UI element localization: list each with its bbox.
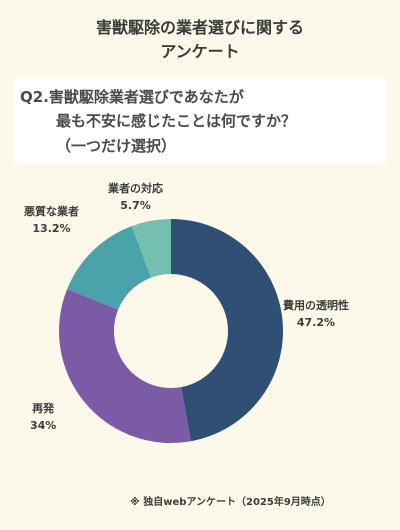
label-bad-contractors-name: 悪質な業者 (24, 205, 79, 218)
label-recurrence-value: 34% (30, 419, 57, 432)
label-contractor-response: 業者の対応 5.7% (108, 180, 163, 214)
label-bad-contractors: 悪質な業者 13.2% (24, 203, 79, 237)
label-contractor-response-value: 5.7% (120, 199, 151, 212)
question-line-2: 最も不安に感じたことは何ですか？ (56, 112, 297, 130)
label-cost-transparency-value: 47.2% (296, 316, 336, 329)
label-recurrence-name: 再発 (32, 402, 55, 415)
chart-title: 害獣駆除の業者選びに関する アンケート (0, 16, 400, 64)
label-cost-transparency: 費用の透明性 47.2% (283, 297, 349, 331)
slice-recurrence (59, 288, 191, 443)
title-line-1: 害獣駆除の業者選びに関する (95, 18, 304, 37)
label-cost-transparency-name: 費用の透明性 (283, 299, 349, 312)
question-line-1: Q2.害獣駆除業者選びであなたが (20, 88, 244, 106)
slice-bad-contractors (67, 226, 152, 310)
title-line-2: アンケート (160, 42, 240, 61)
label-recurrence: 再発 34% (30, 400, 56, 434)
label-bad-contractors-value: 13.2% (32, 222, 71, 235)
label-contractor-response-name: 業者の対応 (108, 182, 163, 195)
footnote: ※ 独自webアンケート（2025年9月時点） (130, 497, 331, 508)
slice-contractor-response (131, 219, 171, 278)
slice-cost-transparency (171, 219, 284, 442)
question-line-3: （一つだけ選択） (56, 137, 177, 155)
question-box (14, 78, 386, 164)
